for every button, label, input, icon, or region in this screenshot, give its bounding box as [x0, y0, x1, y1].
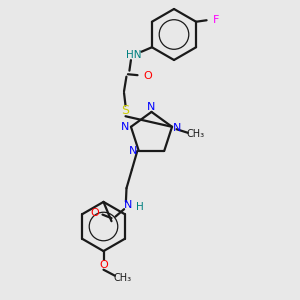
Text: N: N: [147, 101, 156, 112]
Text: O: O: [99, 260, 108, 271]
Text: N: N: [124, 200, 132, 210]
Text: N: N: [173, 123, 181, 133]
Text: HN: HN: [126, 50, 142, 60]
Text: F: F: [212, 15, 219, 25]
Text: H: H: [136, 202, 144, 212]
Text: CH₃: CH₃: [114, 273, 132, 283]
Text: CH₃: CH₃: [186, 129, 205, 139]
Text: S: S: [122, 104, 130, 117]
Text: O: O: [91, 208, 99, 218]
Text: N: N: [122, 122, 130, 132]
Text: O: O: [143, 71, 152, 81]
Text: N: N: [129, 146, 138, 156]
